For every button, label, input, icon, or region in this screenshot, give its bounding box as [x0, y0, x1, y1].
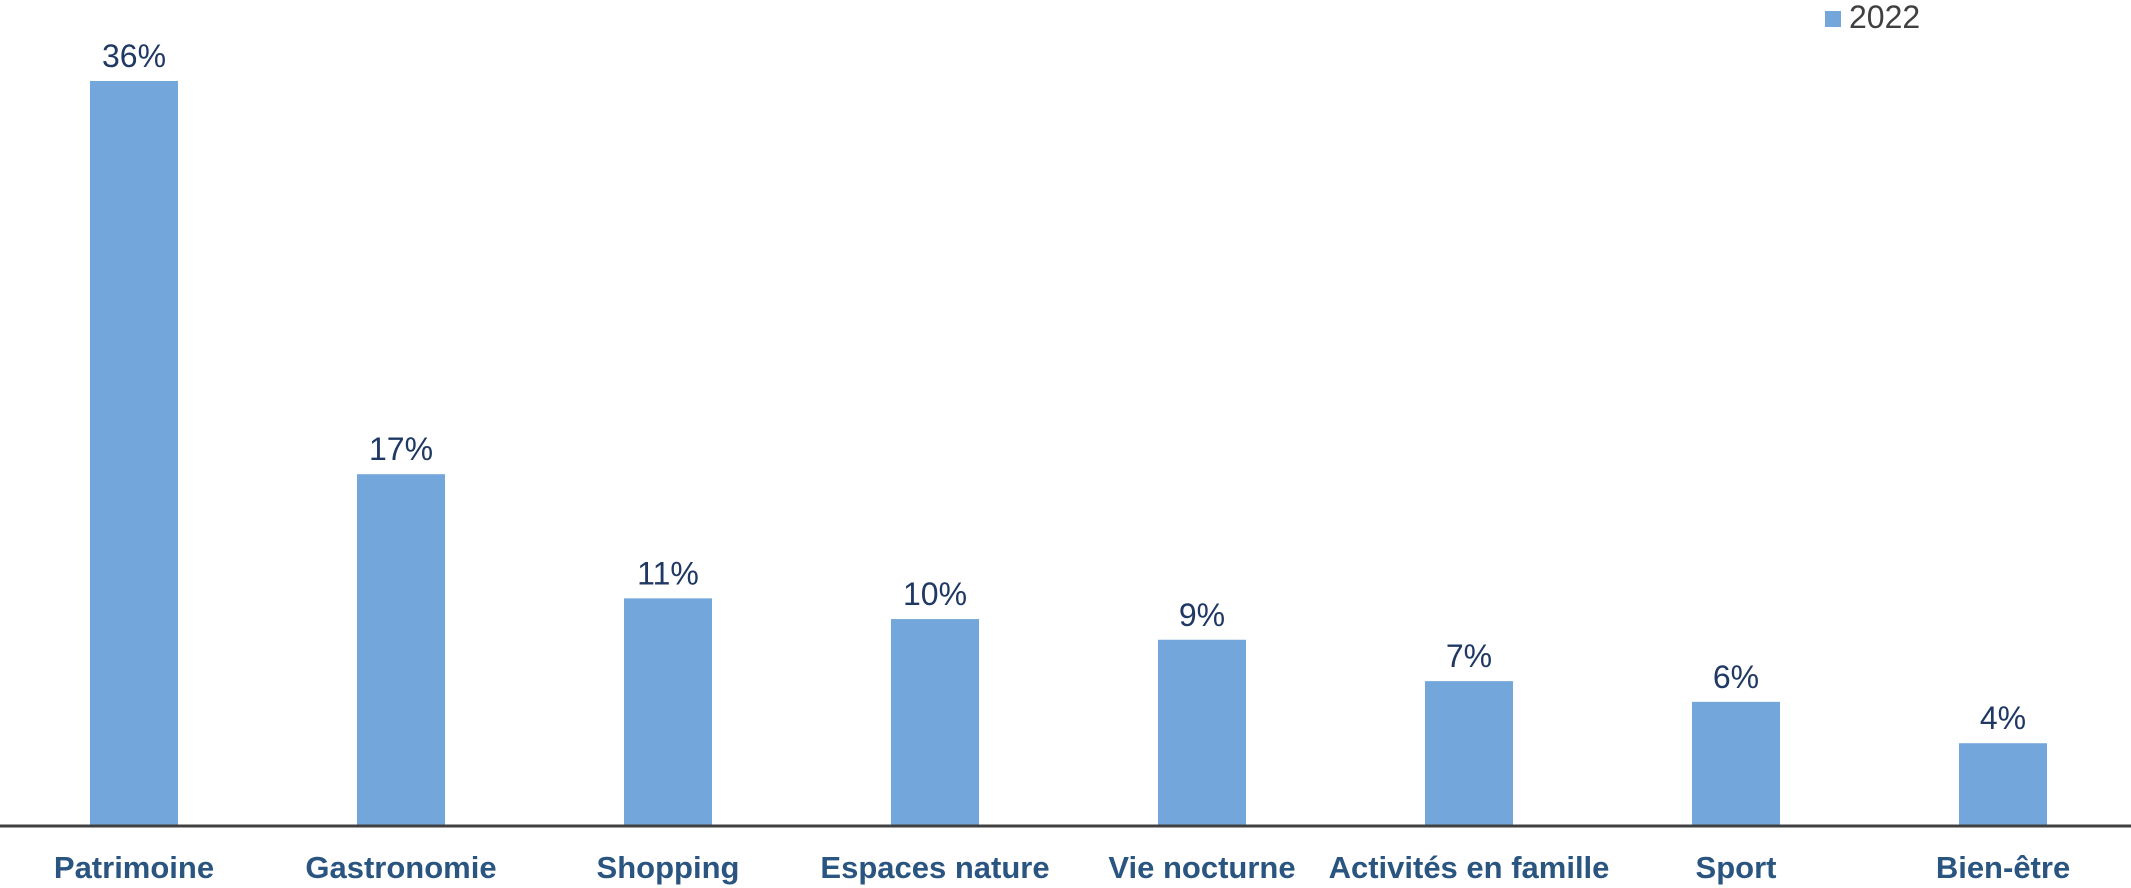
category-label-bien-etre: Bien-être: [1936, 850, 2070, 885]
bar-vie-nocturne: [1158, 639, 1246, 826]
category-label-vie-nocturne: Vie nocturne: [1108, 850, 1295, 885]
bar-patrimoine: [90, 81, 178, 826]
category-label-sport: Sport: [1696, 850, 1777, 885]
value-label-activites-en-famille: 7%: [1446, 638, 1492, 674]
value-label-sport: 6%: [1713, 659, 1759, 695]
legend-label-2022: 2022: [1849, 0, 1920, 35]
category-label-activites-en-famille: Activités en famille: [1329, 850, 1610, 885]
value-label-patrimoine: 36%: [102, 38, 166, 74]
bar-gastronomie: [357, 474, 445, 826]
category-label-patrimoine: Patrimoine: [54, 850, 214, 885]
bar-sport: [1692, 701, 1780, 826]
legend: 2022: [1825, 0, 1920, 35]
bar-espaces-nature: [891, 619, 979, 826]
value-labels-group: 36% 17% 11% 10% 9% 7% 6% 4%: [102, 38, 2026, 736]
category-label-shopping: Shopping: [597, 850, 740, 885]
category-labels-group: Patrimoine Gastronomie Shopping Espaces nat…: [54, 850, 2070, 885]
bar-bien-etre: [1959, 743, 2047, 826]
bar-shopping: [624, 598, 712, 826]
category-label-gastronomie: Gastronomie: [305, 850, 496, 885]
value-label-gastronomie: 17%: [369, 431, 433, 467]
bars-group: [90, 81, 2047, 826]
category-label-espaces-nature: Espaces nature: [820, 850, 1049, 885]
value-label-bien-etre: 4%: [1980, 700, 2026, 736]
bar-activites-en-famille: [1425, 681, 1513, 826]
value-label-shopping: 11%: [637, 555, 699, 591]
legend-swatch: [1825, 11, 1841, 27]
value-label-espaces-nature: 10%: [903, 576, 967, 612]
value-label-vie-nocturne: 9%: [1179, 597, 1225, 633]
